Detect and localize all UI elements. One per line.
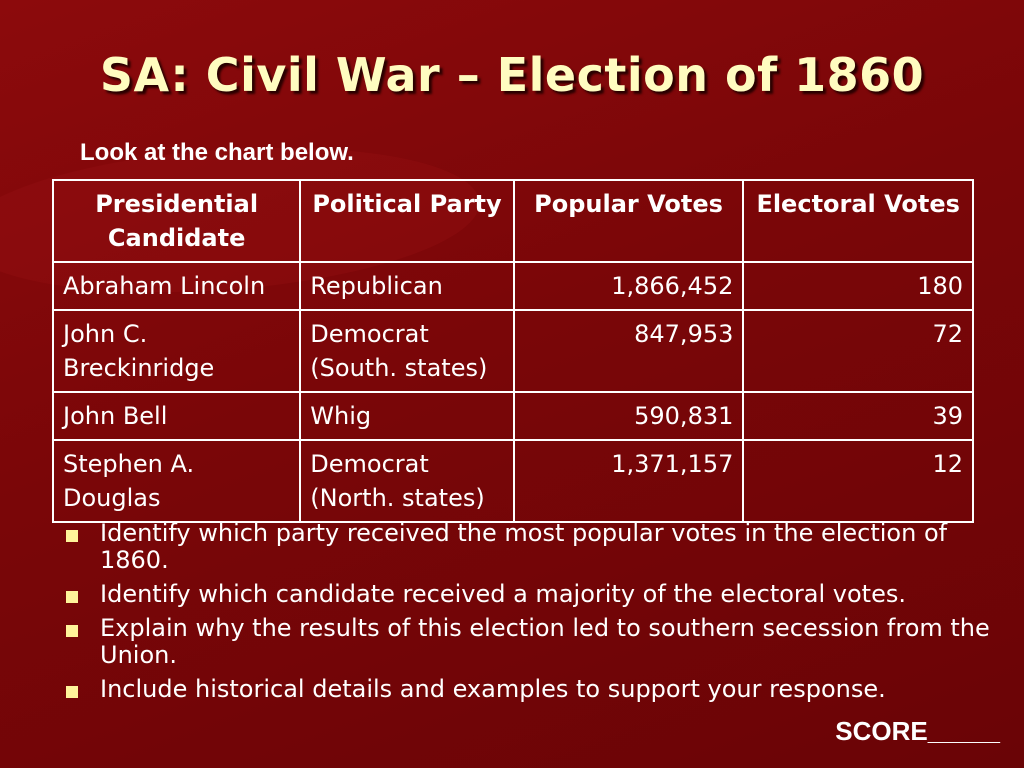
- question-item: Identify which candidate received a majo…: [62, 581, 992, 608]
- question-text: Explain why the results of this election…: [100, 614, 990, 669]
- candidate-cell: Stephen A. Douglas: [51, 439, 302, 523]
- candidate-cell: John C. Breckinridge: [51, 309, 302, 393]
- electoral-votes-cell: 180: [742, 261, 974, 311]
- electoral-votes-cell: 12: [742, 439, 974, 523]
- question-text: Identify which candidate received a majo…: [100, 580, 906, 608]
- header-popular-votes: Popular Votes: [512, 179, 745, 263]
- popular-votes-cell: 590,831: [512, 391, 745, 441]
- question-item: Include historical details and examples …: [62, 676, 992, 703]
- electoral-votes-cell: 72: [742, 309, 974, 393]
- instruction-text: Look at the chart below.: [80, 139, 354, 166]
- table-row: Stephen A. Douglas Democrat (North. stat…: [51, 439, 974, 523]
- popular-votes-cell: 847,953: [512, 309, 745, 393]
- table-row: John Bell Whig 590,831 39: [51, 391, 974, 441]
- table-row: John C. Breckinridge Democrat (South. st…: [51, 309, 974, 393]
- party-cell: Democrat (North. states): [299, 439, 515, 523]
- question-item: Identify which party received the most p…: [62, 520, 992, 574]
- question-text: Identify which party received the most p…: [100, 519, 948, 574]
- square-bullet-icon: [66, 686, 78, 698]
- table-row: Abraham Lincoln Republican 1,866,452 180: [51, 261, 974, 311]
- slide-title: SA: Civil War – Election of 1860: [99, 48, 925, 102]
- question-list: Identify which party received the most p…: [62, 520, 992, 710]
- party-cell: Republican: [299, 261, 515, 311]
- header-party: Political Party: [299, 179, 515, 263]
- question-item: Explain why the results of this election…: [62, 615, 992, 669]
- table-header-row: Presidential Candidate Political Party P…: [51, 179, 974, 263]
- popular-votes-cell: 1,371,157: [512, 439, 745, 523]
- electoral-votes-cell: 39: [742, 391, 974, 441]
- party-cell: Whig: [299, 391, 515, 441]
- question-text: Include historical details and examples …: [100, 675, 886, 703]
- candidate-cell: John Bell: [51, 391, 302, 441]
- square-bullet-icon: [66, 591, 78, 603]
- election-results-table: Presidential Candidate Political Party P…: [51, 179, 974, 523]
- header-candidate: Presidential Candidate: [51, 179, 302, 263]
- popular-votes-cell: 1,866,452: [512, 261, 745, 311]
- candidate-cell: Abraham Lincoln: [51, 261, 302, 311]
- party-cell: Democrat (South. states): [299, 309, 515, 393]
- score-label: SCORE_____: [835, 716, 1000, 746]
- square-bullet-icon: [66, 530, 78, 542]
- square-bullet-icon: [66, 625, 78, 637]
- header-electoral-votes: Electoral Votes: [742, 179, 974, 263]
